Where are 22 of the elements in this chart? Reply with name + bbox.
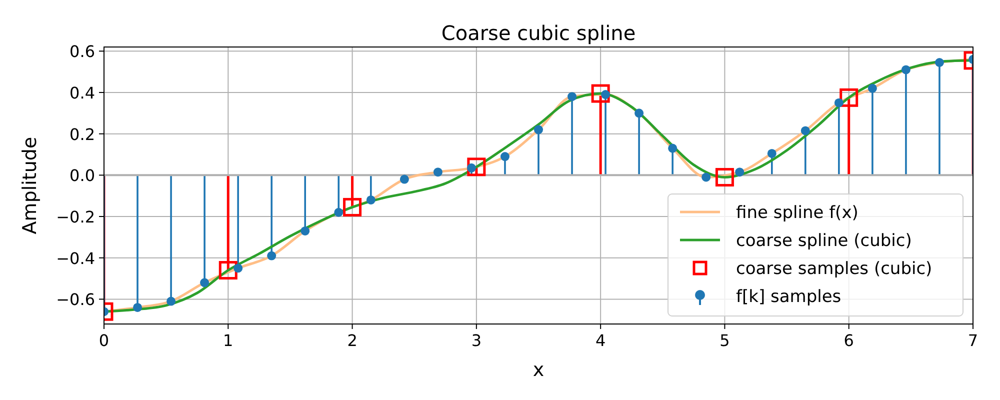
x-tick-label: 7 [968, 331, 978, 350]
x-tick-label: 6 [844, 331, 854, 350]
x-tick-label: 5 [720, 331, 730, 350]
legend-label: coarse samples (cubic) [736, 259, 932, 279]
legend-label: f[k] samples [736, 287, 842, 307]
y-axis-title: Amplitude [19, 136, 41, 234]
y-tick-label: −0.6 [56, 290, 95, 310]
y-tick-label: 0.6 [70, 42, 95, 62]
x-tick-label: 0 [98, 331, 110, 350]
y-tick-label: 0.4 [70, 83, 95, 102]
y-tick-label: 0.2 [70, 124, 95, 144]
x-tick-label: 2 [347, 331, 358, 350]
x-tick-label: 4 [595, 331, 606, 350]
x-tick-label: 1 [223, 331, 234, 350]
y-tick-label: −0.2 [56, 208, 95, 227]
y-tick-label: −0.4 [56, 248, 95, 268]
x-axis-title: x [532, 359, 544, 381]
chart-title: Coarse cubic spline [441, 21, 636, 45]
legend-label: fine spline f(x) [736, 203, 858, 223]
x-tick-label: 3 [471, 331, 482, 350]
legend-label: coarse spline (cubic) [736, 231, 912, 251]
y-tick-label: 0.0 [70, 166, 95, 186]
